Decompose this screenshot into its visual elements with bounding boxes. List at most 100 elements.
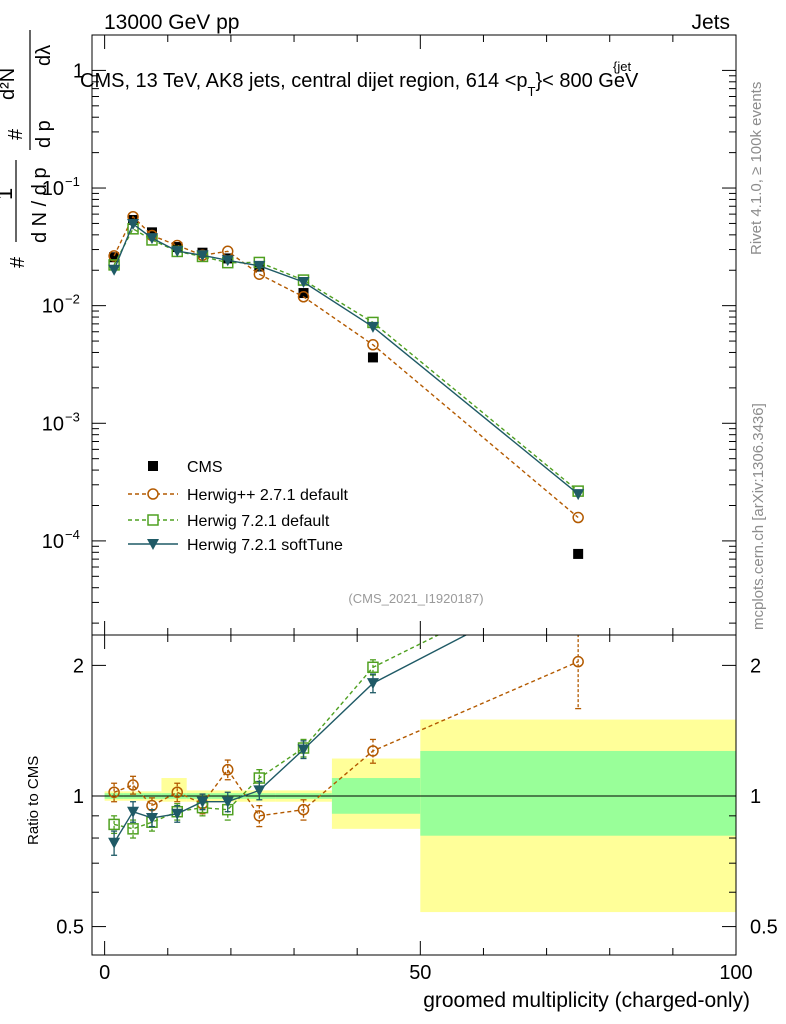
- ratio-herwigpp-point: [253, 810, 266, 822]
- ratio-herwigpp-point: [171, 786, 183, 799]
- ratio-herwig7-soft-point: [253, 785, 266, 797]
- cms-point: [146, 227, 157, 238]
- legend-h7-label: Herwig 7.2.1 default: [187, 513, 330, 530]
- cms-point: [298, 288, 309, 299]
- cms-point: [573, 548, 584, 559]
- main-title-sup: {jet: [613, 59, 631, 74]
- ratio-herwigpp-point: [572, 655, 584, 668]
- legend-hpp-marker: [147, 488, 159, 500]
- x-tick-label: 0: [99, 962, 110, 984]
- ratio-herwig7-soft-point: [297, 744, 310, 756]
- x-axis-label: groomed multiplicity (charged-only): [423, 989, 750, 1012]
- cms-point: [109, 252, 120, 263]
- main-data: [108, 210, 585, 559]
- ratio-axes: 0.5 0.5 1 1 2 2 0 50 100: [56, 635, 778, 984]
- herwigpp-point: [297, 291, 310, 303]
- legend-cms-label: CMS: [187, 459, 223, 476]
- legend-h7-marker: [147, 514, 159, 526]
- herwig7-soft-point: [253, 260, 266, 272]
- ratio-herwig7-soft-point: [127, 806, 140, 818]
- ylabel-hash1: #: [7, 256, 29, 268]
- ratio-herwigpp-point: [108, 786, 120, 799]
- main-title-text: CMS, 13 TeV, AK8 jets, central dijet reg…: [80, 70, 528, 92]
- ratio-herwig7-point: [573, 560, 583, 570]
- main-axes: 110−110−210−310−4: [42, 34, 737, 635]
- ratio-herwigpp-point: [127, 779, 139, 791]
- ratio-herwig7-soft-point: [145, 812, 158, 824]
- ratio-y-tick-label-right: 2: [750, 655, 761, 677]
- cms-point: [367, 352, 378, 363]
- y-tick-label: 10: [42, 413, 64, 435]
- y-tick-label-exp: −2: [65, 292, 80, 307]
- ratio-y-tick-label-right: 0.5: [750, 917, 778, 939]
- herwig7-soft-point: [171, 246, 184, 258]
- ratio-herwig7-soft-point: [171, 808, 184, 820]
- y-tick-label: 10: [42, 296, 64, 318]
- mcplots-label: mcplots.cern.ch [arXiv:1306.3436]: [750, 403, 767, 630]
- ratio-herwig7-point: [367, 661, 379, 674]
- y-tick-label-exp: −3: [65, 409, 80, 424]
- y-tick-label-exp: −1: [65, 174, 80, 189]
- ratio-herwigpp-point: [367, 745, 379, 757]
- ratio-herwig7-point: [127, 823, 139, 835]
- herwig7-soft-point: [572, 489, 585, 501]
- ratio-y-axis-label: Ratio to CMS: [25, 756, 42, 845]
- series-line: [113, 227, 579, 492]
- herwigpp-point: [572, 511, 584, 524]
- ratio-plot-frame: [91, 634, 737, 956]
- ylabel-dl: dλ: [33, 45, 55, 66]
- ratio-series-line: [113, 635, 440, 830]
- ratio-herwig7-point: [108, 818, 120, 831]
- herwig7-soft-point: [221, 255, 234, 267]
- ratio-herwig7-soft-point: [572, 572, 584, 583]
- ylabel-dpt: d p: [33, 120, 55, 148]
- herwig7-soft-point: [196, 250, 209, 262]
- herwig7-soft-point: [108, 264, 121, 276]
- ratio-series-line: [113, 635, 468, 844]
- main-title-sub: T: [528, 84, 536, 99]
- ratio-y-tick-label: 2: [73, 655, 84, 677]
- legend-h7soft-marker: [147, 539, 159, 550]
- ratio-herwigpp-point: [297, 803, 310, 816]
- rivet-version-label: Rivet 4.1.0, ≥ 100k events: [748, 82, 765, 255]
- ratio-herwig7-soft-point: [366, 678, 379, 690]
- ratio-data: [108, 560, 584, 856]
- ratio-herwig7-soft-point: [108, 837, 121, 849]
- legend: CMS Herwig++ 2.7.1 default Herwig 7.2.1 …: [128, 459, 349, 554]
- jets-label: Jets: [691, 11, 730, 34]
- energy-label: 13000 GeV pp: [104, 11, 239, 34]
- legend-hpp-label: Herwig++ 2.7.1 default: [187, 487, 349, 504]
- ratio-bands: [92, 719, 736, 913]
- main-title: CMS, 13 TeV, AK8 jets, central dijet reg…: [80, 70, 639, 99]
- main-y-axis-label: # 1 d N / d p # d²N d p dλ: [0, 30, 55, 268]
- y-tick-label: 1: [73, 60, 84, 82]
- series-line: [113, 222, 579, 495]
- ratio-y-tick-label: 1: [73, 786, 84, 808]
- herwig7-soft-point: [127, 218, 140, 230]
- ratio-herwigpp-point: [221, 763, 234, 776]
- ylabel-hash2: #: [5, 128, 27, 140]
- y-tick-label: 10: [42, 531, 64, 553]
- y-tick-label: 10: [42, 178, 64, 200]
- x-tick-label: 50: [409, 962, 431, 984]
- band-green: [420, 750, 736, 836]
- main-title-end: }< 800 GeV: [535, 70, 639, 92]
- ratio-herwig7-soft-point: [196, 796, 209, 808]
- ratio-herwig7-soft-point: [221, 796, 234, 808]
- legend-cms-marker: [148, 461, 158, 471]
- herwig7-soft-point: [297, 276, 310, 288]
- ylabel-dn: d N / d p: [29, 167, 51, 243]
- y-tick-label-exp: −4: [65, 527, 80, 542]
- x-tick-label: 100: [719, 962, 752, 984]
- herwigpp-point: [367, 339, 379, 351]
- ratio-y-tick-label: 0.5: [56, 917, 84, 939]
- ylabel-one: 1: [0, 188, 17, 200]
- ylabel-dn2: d²N: [0, 68, 19, 100]
- analysis-id-label: (CMS_2021_I1920187): [348, 591, 483, 606]
- series-line: [113, 215, 579, 519]
- herwig7-soft-point: [366, 321, 379, 333]
- ratio-y-tick-label-right: 1: [750, 786, 761, 808]
- herwig7-soft-point: [145, 233, 158, 245]
- legend-h7soft-label: Herwig 7.2.1 softTune: [187, 537, 343, 554]
